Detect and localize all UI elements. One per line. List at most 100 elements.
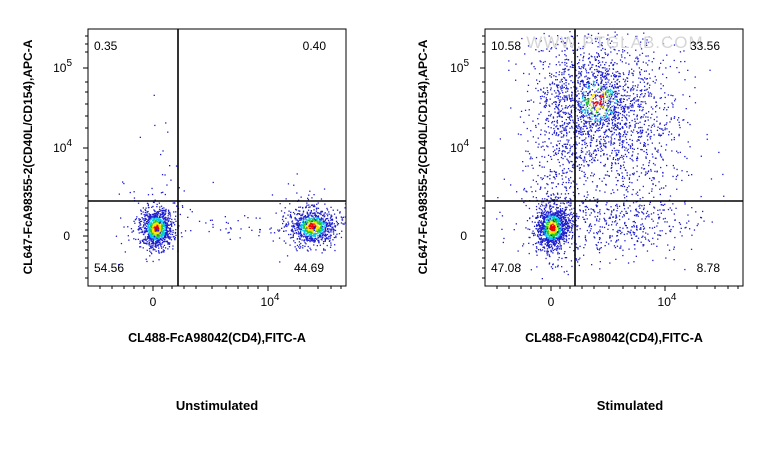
event-dot xyxy=(605,100,606,101)
event-dot xyxy=(579,137,580,138)
event-dot xyxy=(537,222,538,223)
event-dot xyxy=(133,238,134,239)
event-dot xyxy=(163,207,164,208)
event-dot xyxy=(545,228,546,229)
event-dot xyxy=(604,93,605,94)
event-dot xyxy=(156,243,157,244)
event-dot xyxy=(557,116,558,117)
event-dot xyxy=(560,220,561,221)
event-dot xyxy=(634,149,635,150)
event-dot xyxy=(661,128,662,129)
event-dot xyxy=(568,223,569,224)
event-dot xyxy=(561,228,562,229)
event-dot xyxy=(660,154,661,155)
event-dot xyxy=(555,196,556,197)
event-dot xyxy=(632,145,633,146)
event-dot xyxy=(292,220,293,221)
event-dot xyxy=(649,87,650,88)
event-dot xyxy=(622,136,623,137)
event-dot xyxy=(167,241,168,242)
event-dot xyxy=(547,222,548,223)
event-dot xyxy=(603,86,604,87)
event-dot xyxy=(550,115,551,116)
event-dot xyxy=(629,55,630,56)
event-dot xyxy=(670,95,671,96)
event-dot xyxy=(527,128,528,129)
event-dot xyxy=(285,243,286,244)
event-dot xyxy=(116,236,117,237)
event-dot xyxy=(159,209,160,210)
event-dot xyxy=(645,103,646,104)
event-dot xyxy=(165,219,166,220)
event-dot xyxy=(576,75,577,76)
event-dot xyxy=(521,38,522,39)
event-dot xyxy=(608,94,609,95)
event-dot xyxy=(610,98,611,99)
event-dot xyxy=(576,100,577,101)
event-dot xyxy=(655,76,656,77)
event-dot xyxy=(167,243,168,244)
event-dot xyxy=(531,191,532,192)
event-dot xyxy=(603,84,604,85)
event-dot xyxy=(553,102,554,103)
event-dot xyxy=(546,226,547,227)
event-dot xyxy=(612,59,613,60)
event-dot xyxy=(527,151,528,152)
event-dot xyxy=(649,162,650,163)
event-dot xyxy=(646,70,647,71)
event-dot xyxy=(316,229,317,230)
event-dot xyxy=(317,233,318,234)
event-dot xyxy=(536,246,537,247)
event-dot xyxy=(579,131,580,132)
event-dot xyxy=(640,82,641,83)
event-dot xyxy=(580,102,581,103)
event-dot xyxy=(584,104,585,105)
event-dot xyxy=(328,225,329,226)
event-dot xyxy=(559,218,560,219)
event-dot xyxy=(305,243,306,244)
event-dot xyxy=(613,92,614,93)
event-dot xyxy=(160,245,161,246)
event-dot xyxy=(162,208,163,209)
event-dot xyxy=(571,116,572,117)
event-dot xyxy=(152,226,153,227)
event-dot xyxy=(656,105,657,106)
event-dot xyxy=(590,103,591,104)
event-dot xyxy=(306,217,307,218)
event-dot xyxy=(328,228,329,229)
event-dot xyxy=(597,103,598,104)
event-dot xyxy=(282,216,283,217)
event-dot xyxy=(619,140,620,141)
event-dot xyxy=(152,239,153,240)
event-dot xyxy=(556,213,557,214)
event-dot xyxy=(328,231,329,232)
event-dot xyxy=(624,57,625,58)
event-dot xyxy=(595,105,596,106)
event-dot xyxy=(674,60,675,61)
event-dot xyxy=(556,210,557,211)
event-dot xyxy=(643,62,644,63)
event-dot xyxy=(589,155,590,156)
event-dot xyxy=(145,240,146,241)
event-dot xyxy=(556,250,557,251)
event-dot xyxy=(304,246,305,247)
event-dot xyxy=(640,131,641,132)
event-dot xyxy=(605,94,606,95)
event-dot xyxy=(570,80,571,81)
event-dot xyxy=(548,229,549,230)
event-dot xyxy=(597,111,598,112)
event-dot xyxy=(164,174,165,175)
event-dot xyxy=(140,241,141,242)
event-dot xyxy=(167,224,168,225)
event-dot xyxy=(591,156,592,157)
event-dot xyxy=(568,113,569,114)
event-dot xyxy=(163,228,164,229)
event-dot xyxy=(296,233,297,234)
event-dot xyxy=(136,216,137,217)
event-dot xyxy=(563,218,564,219)
event-dot xyxy=(310,228,311,229)
event-dot xyxy=(571,100,572,101)
event-dot xyxy=(164,232,165,233)
event-dot xyxy=(615,163,616,164)
event-dot xyxy=(561,153,562,154)
